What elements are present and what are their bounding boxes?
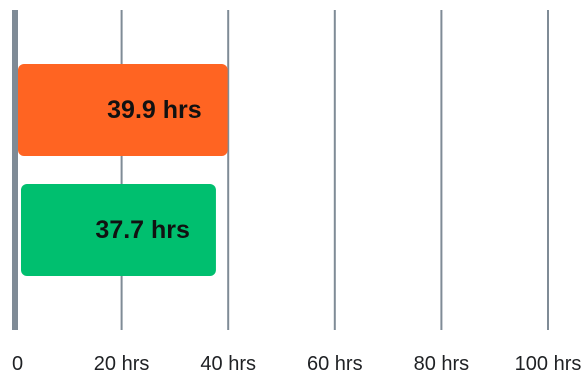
x-tick-labels: 0 20 hrs 40 hrs 60 hrs 80 hrs 100 hrs — [12, 353, 581, 375]
gridlines — [120, 10, 549, 330]
x-tick-label-40: 40 hrs — [200, 353, 256, 375]
x-tick-label-20: 20 hrs — [94, 353, 150, 375]
x-tick-label-0: 0 — [12, 353, 23, 375]
data-label-1: 39.9 hrs — [107, 96, 202, 124]
data-labels: 39.9 hrs 37.7 hrs — [95, 96, 201, 244]
data-label-2: 37.7 hrs — [95, 216, 190, 244]
bar-2 — [21, 184, 216, 276]
x-tick-label-60: 60 hrs — [307, 353, 363, 375]
bars — [18, 64, 228, 276]
bar-1 — [18, 64, 228, 156]
x-tick-label-80: 80 hrs — [414, 353, 470, 375]
x-tick-label-100: 100 hrs — [515, 353, 582, 375]
